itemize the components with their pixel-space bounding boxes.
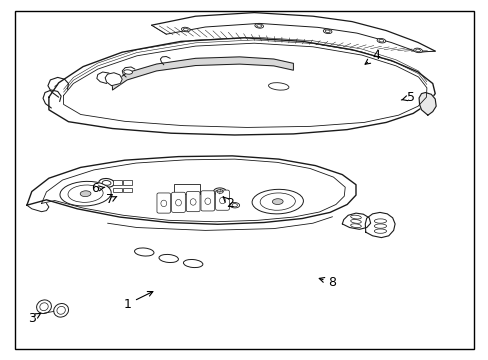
Ellipse shape — [204, 198, 210, 204]
Ellipse shape — [183, 28, 188, 31]
Ellipse shape — [378, 39, 383, 42]
Ellipse shape — [213, 188, 226, 195]
Ellipse shape — [123, 70, 132, 74]
Ellipse shape — [217, 190, 223, 193]
Ellipse shape — [323, 29, 331, 33]
Polygon shape — [105, 73, 122, 86]
Text: 8: 8 — [319, 276, 336, 289]
Ellipse shape — [413, 48, 422, 53]
Ellipse shape — [80, 191, 91, 197]
FancyBboxPatch shape — [173, 184, 200, 194]
Text: 6: 6 — [91, 183, 104, 195]
FancyBboxPatch shape — [171, 192, 185, 212]
Ellipse shape — [232, 203, 237, 207]
Ellipse shape — [57, 306, 65, 314]
Polygon shape — [365, 212, 394, 238]
Polygon shape — [49, 38, 434, 135]
Polygon shape — [418, 93, 435, 115]
Ellipse shape — [219, 197, 225, 204]
Ellipse shape — [350, 224, 361, 228]
FancyBboxPatch shape — [122, 180, 131, 185]
Ellipse shape — [134, 248, 154, 256]
Ellipse shape — [40, 303, 48, 311]
Text: 4: 4 — [365, 49, 380, 64]
Text: 1: 1 — [123, 292, 153, 311]
Ellipse shape — [161, 200, 166, 207]
Ellipse shape — [159, 255, 178, 262]
Ellipse shape — [254, 24, 263, 28]
Ellipse shape — [260, 193, 295, 210]
Polygon shape — [27, 156, 355, 224]
Ellipse shape — [37, 300, 51, 314]
Text: 3: 3 — [28, 312, 41, 325]
Ellipse shape — [54, 303, 68, 317]
Text: 5: 5 — [401, 91, 414, 104]
Ellipse shape — [183, 260, 203, 267]
Ellipse shape — [252, 189, 303, 214]
Text: 7: 7 — [106, 193, 117, 206]
Ellipse shape — [102, 180, 111, 185]
Ellipse shape — [175, 199, 181, 206]
Ellipse shape — [272, 199, 283, 204]
FancyBboxPatch shape — [122, 188, 131, 192]
Polygon shape — [342, 213, 370, 229]
Ellipse shape — [415, 49, 420, 52]
FancyBboxPatch shape — [201, 191, 214, 211]
Ellipse shape — [268, 83, 288, 90]
Ellipse shape — [325, 30, 329, 33]
Ellipse shape — [181, 27, 190, 32]
Ellipse shape — [60, 181, 111, 206]
Ellipse shape — [376, 39, 385, 43]
Polygon shape — [112, 57, 293, 90]
Ellipse shape — [190, 199, 196, 205]
Ellipse shape — [374, 219, 386, 223]
Ellipse shape — [229, 202, 239, 208]
Ellipse shape — [68, 185, 103, 202]
FancyBboxPatch shape — [157, 193, 170, 213]
Ellipse shape — [350, 220, 361, 223]
Ellipse shape — [99, 179, 114, 187]
FancyBboxPatch shape — [215, 190, 229, 210]
Ellipse shape — [374, 229, 386, 233]
FancyBboxPatch shape — [186, 192, 200, 212]
Ellipse shape — [350, 215, 361, 219]
FancyBboxPatch shape — [113, 180, 122, 185]
Ellipse shape — [256, 24, 261, 27]
Ellipse shape — [374, 224, 386, 228]
FancyBboxPatch shape — [113, 188, 122, 192]
Text: 2: 2 — [223, 197, 233, 210]
